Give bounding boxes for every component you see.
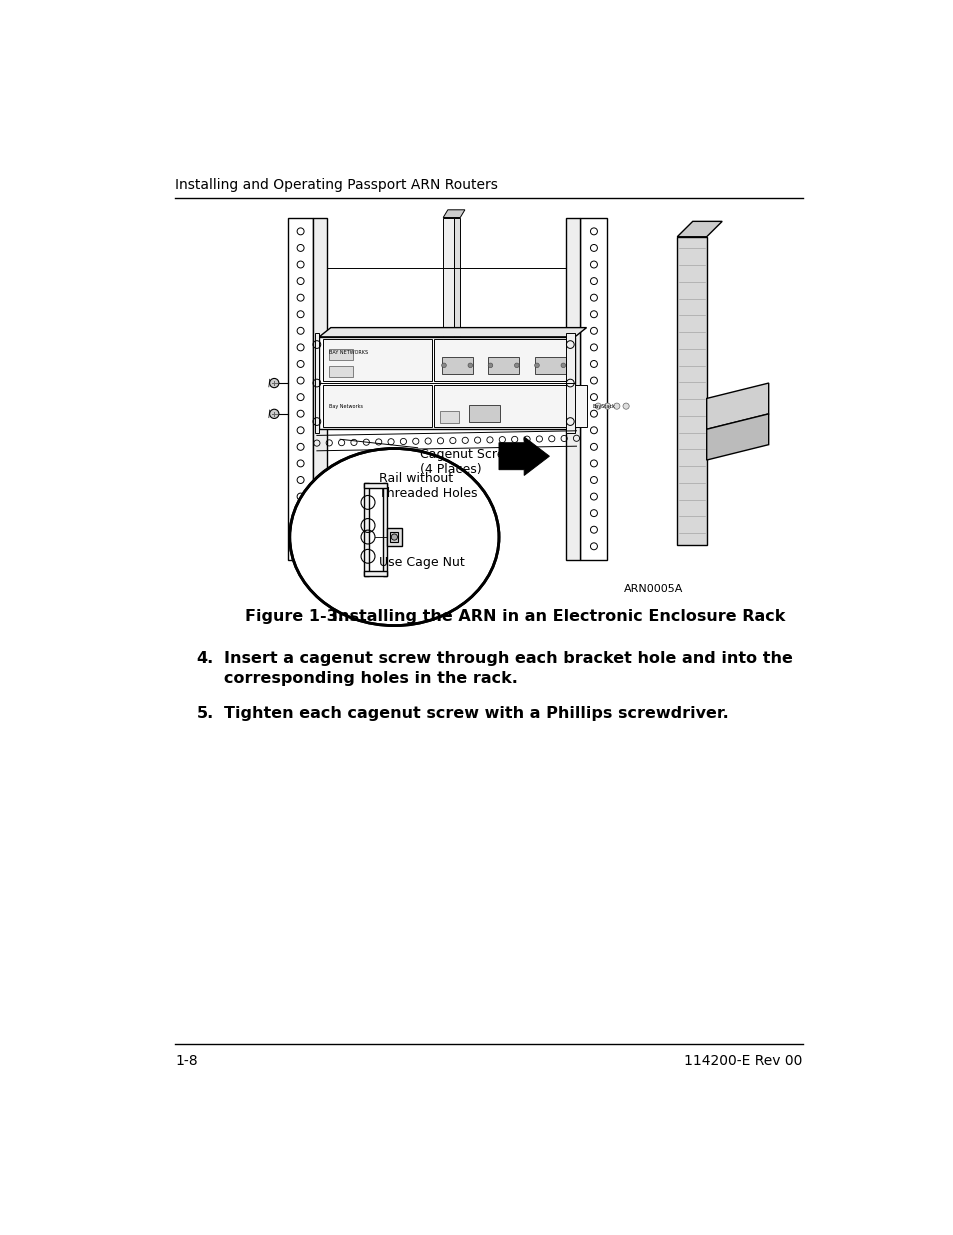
Polygon shape xyxy=(677,221,721,237)
Circle shape xyxy=(622,403,629,409)
Circle shape xyxy=(468,363,472,368)
FancyBboxPatch shape xyxy=(434,340,571,380)
FancyBboxPatch shape xyxy=(386,527,402,546)
FancyBboxPatch shape xyxy=(364,483,369,576)
Polygon shape xyxy=(706,383,768,430)
FancyBboxPatch shape xyxy=(441,357,472,374)
Ellipse shape xyxy=(290,448,498,626)
Circle shape xyxy=(534,363,538,368)
Text: 1-8: 1-8 xyxy=(174,1055,197,1068)
Circle shape xyxy=(270,378,278,388)
Text: 4.: 4. xyxy=(196,651,213,666)
FancyBboxPatch shape xyxy=(488,357,518,374)
Text: BAY NETWORKS: BAY NETWORKS xyxy=(329,350,368,354)
Text: 114200-E Rev 00: 114200-E Rev 00 xyxy=(683,1055,802,1068)
Circle shape xyxy=(514,363,518,368)
Text: Installing the ARN in an Electronic Enclosure Rack: Installing the ARN in an Electronic Encl… xyxy=(332,609,785,624)
Polygon shape xyxy=(498,437,549,475)
FancyBboxPatch shape xyxy=(288,217,313,561)
Circle shape xyxy=(488,363,493,368)
Text: Figure 1-3.: Figure 1-3. xyxy=(245,609,343,624)
Circle shape xyxy=(270,409,278,419)
FancyBboxPatch shape xyxy=(319,337,575,430)
FancyBboxPatch shape xyxy=(443,217,454,406)
FancyBboxPatch shape xyxy=(534,357,565,374)
FancyBboxPatch shape xyxy=(566,217,579,561)
Text: BayStack: BayStack xyxy=(592,404,615,409)
Text: Rail without
Threaded Holes: Rail without Threaded Holes xyxy=(378,472,476,500)
FancyBboxPatch shape xyxy=(571,385,586,427)
Circle shape xyxy=(391,534,397,540)
Circle shape xyxy=(604,403,610,409)
Polygon shape xyxy=(443,210,464,217)
FancyBboxPatch shape xyxy=(313,217,327,561)
FancyBboxPatch shape xyxy=(579,217,607,561)
FancyBboxPatch shape xyxy=(566,333,575,433)
Text: Insert a cagenut screw through each bracket hole and into the: Insert a cagenut screw through each brac… xyxy=(224,651,792,666)
FancyBboxPatch shape xyxy=(390,531,397,542)
FancyBboxPatch shape xyxy=(323,385,431,427)
Text: Tighten each cagenut screw with a Phillips screwdriver.: Tighten each cagenut screw with a Philli… xyxy=(224,706,728,721)
FancyBboxPatch shape xyxy=(468,405,499,421)
FancyBboxPatch shape xyxy=(439,411,459,424)
FancyBboxPatch shape xyxy=(454,217,459,406)
Text: Installing and Operating Passport ARN Routers: Installing and Operating Passport ARN Ro… xyxy=(174,178,497,193)
Text: Cagenut Screw
(4 Places): Cagenut Screw (4 Places) xyxy=(419,448,515,475)
FancyBboxPatch shape xyxy=(329,366,353,377)
Polygon shape xyxy=(319,327,586,337)
FancyBboxPatch shape xyxy=(323,340,431,380)
Text: Use Cage Nut: Use Cage Nut xyxy=(378,556,464,569)
FancyBboxPatch shape xyxy=(382,483,387,576)
Text: 5.: 5. xyxy=(196,706,213,721)
FancyBboxPatch shape xyxy=(329,350,353,359)
Circle shape xyxy=(595,403,600,409)
FancyBboxPatch shape xyxy=(434,385,582,427)
Text: corresponding holes in the rack.: corresponding holes in the rack. xyxy=(224,671,517,685)
FancyBboxPatch shape xyxy=(677,237,706,545)
FancyBboxPatch shape xyxy=(364,483,387,488)
FancyBboxPatch shape xyxy=(314,333,319,433)
Circle shape xyxy=(613,403,619,409)
Text: Bay Networks: Bay Networks xyxy=(329,404,363,409)
FancyBboxPatch shape xyxy=(364,571,387,576)
Polygon shape xyxy=(706,414,768,461)
Circle shape xyxy=(441,363,446,368)
Text: ARN0005A: ARN0005A xyxy=(623,584,682,594)
Circle shape xyxy=(560,363,565,368)
